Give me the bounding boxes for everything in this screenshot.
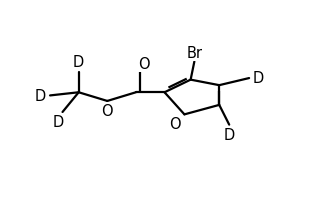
Text: O: O [138, 57, 150, 72]
Text: Br: Br [187, 46, 203, 61]
Text: D: D [224, 127, 235, 142]
Text: D: D [73, 55, 84, 70]
Text: D: D [253, 71, 264, 86]
Text: D: D [52, 115, 64, 130]
Text: O: O [169, 117, 181, 132]
Text: D: D [34, 89, 46, 103]
Text: O: O [101, 104, 113, 119]
